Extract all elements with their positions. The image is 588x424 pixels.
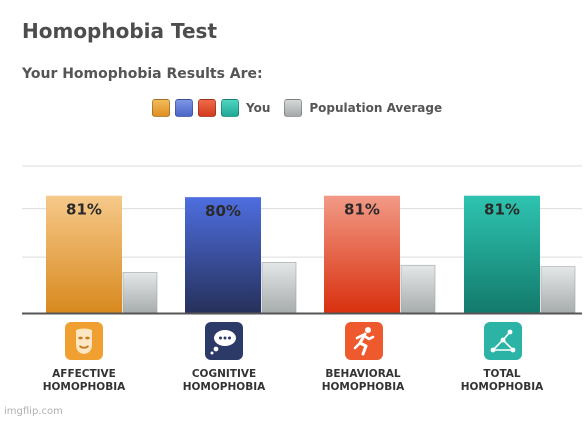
results-subtitle: Your Homophobia Results Are: (22, 66, 263, 82)
category-label-line1: AFFECTIVE (52, 368, 116, 380)
legend-you-label: You (246, 101, 271, 115)
category-label-line1: TOTAL (483, 368, 521, 380)
bar-population-average (540, 266, 576, 314)
category-label-line2: HOMOPHOBIA (182, 381, 266, 393)
bar-population-average (261, 262, 297, 314)
mask-icon (65, 322, 103, 360)
legend-swatch-teal (221, 99, 239, 117)
bar-value-label: 81% (484, 201, 520, 219)
legend-average-label: Population Average (309, 101, 443, 115)
category-label-line1: BEHAVIORAL (325, 368, 401, 380)
bar-you (46, 195, 122, 313)
thought-bubble-icon (205, 322, 243, 360)
running-person-icon (345, 322, 383, 360)
bar-you (185, 197, 261, 313)
category-label-affective: AFFECTIVE HOMOPHOBIA (29, 368, 139, 394)
bar-value-label: 80% (205, 202, 241, 220)
category-label-line1: COGNITIVE (191, 368, 257, 380)
watermark: imgflip.com (4, 406, 63, 417)
bar-you (464, 195, 540, 313)
legend-swatch-gray (284, 99, 303, 117)
bar-population-average (400, 264, 436, 314)
category-label-cognitive: COGNITIVE HOMOPHOBIA (169, 368, 279, 394)
category-label-line2: HOMOPHOBIA (42, 381, 126, 393)
bar-you (324, 195, 400, 313)
category-label-total: TOTAL HOMOPHOBIA (447, 368, 557, 394)
network-graph-icon (484, 322, 522, 360)
category-label-line2: HOMOPHOBIA (321, 381, 405, 393)
bar-value-label: 81% (344, 201, 380, 219)
page-title: Homophobia Test (22, 19, 217, 43)
legend-swatch-red (198, 99, 216, 117)
legend-swatch-blue (175, 99, 193, 117)
legend: You Population Average (152, 98, 442, 118)
legend-swatch-orange (152, 99, 170, 117)
bar-population-average (122, 272, 158, 314)
category-label-line2: HOMOPHOBIA (460, 381, 544, 393)
category-label-behavioral: BEHAVIORAL HOMOPHOBIA (308, 368, 418, 394)
bar-value-label: 81% (66, 201, 102, 219)
